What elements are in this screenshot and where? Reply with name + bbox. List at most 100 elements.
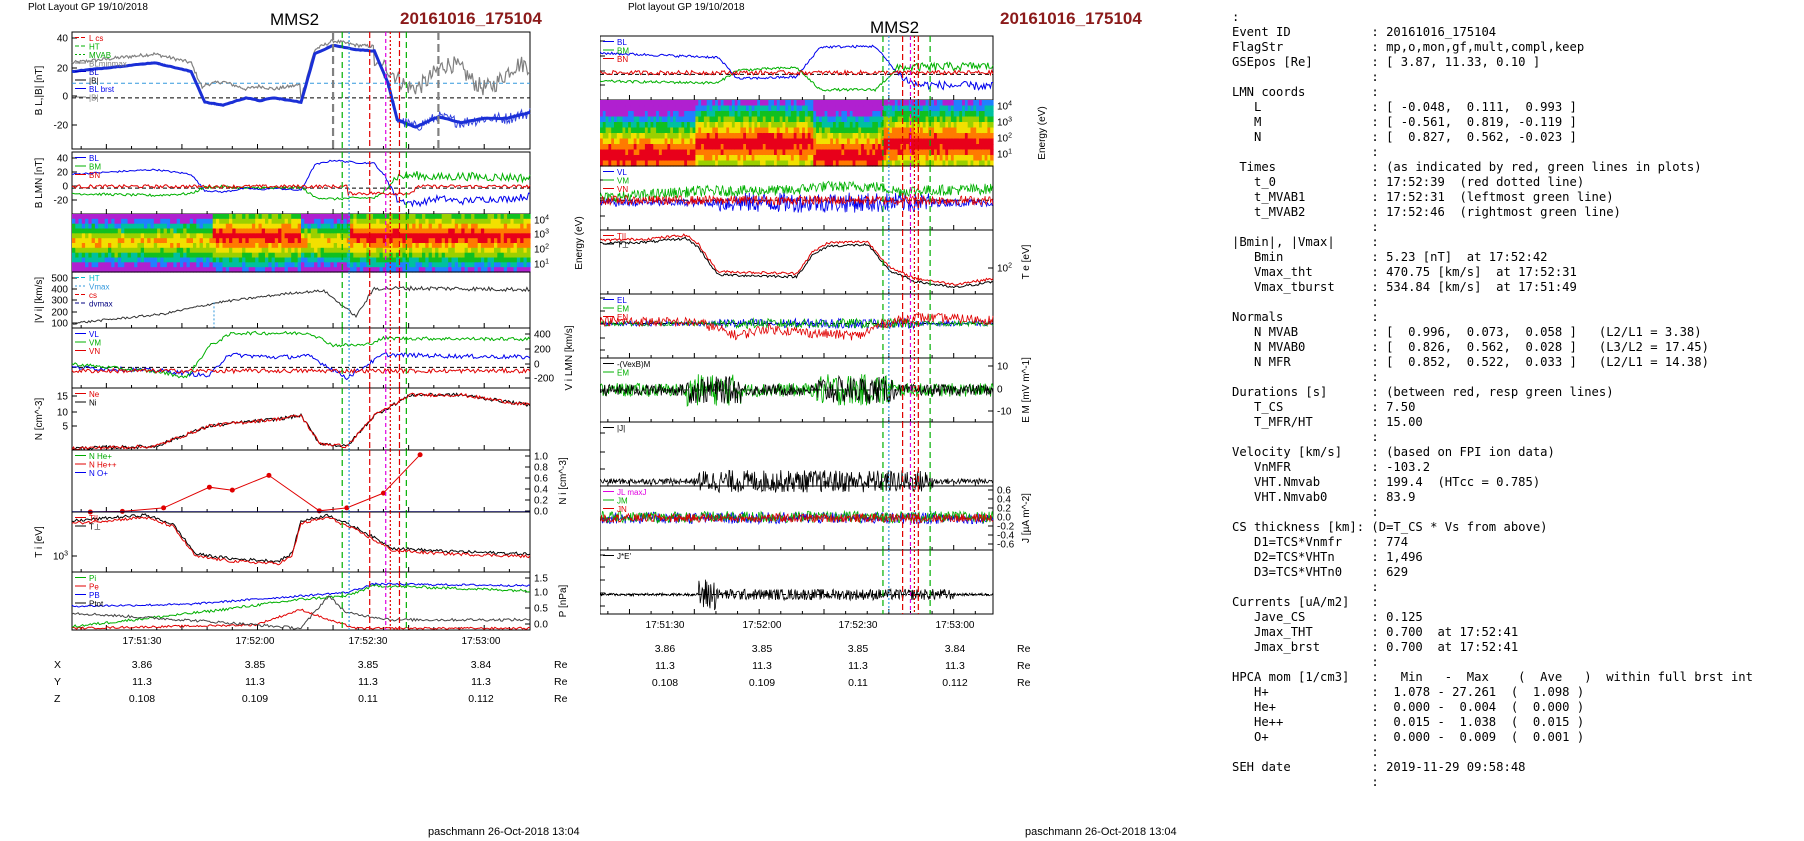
spectrogram-cell — [633, 160, 638, 167]
spectrogram-cell — [959, 122, 963, 129]
spectrogram-cell — [490, 252, 495, 259]
spectrogram-cell — [248, 238, 253, 244]
spectrogram-cell — [451, 228, 456, 234]
spectrogram-cell — [261, 223, 266, 230]
spectrogram-cell — [248, 228, 253, 234]
spectrogram-cell — [925, 133, 929, 140]
spectrogram-cell — [346, 262, 351, 268]
spectrogram-cell — [990, 160, 994, 167]
spectrogram-cell — [863, 133, 868, 140]
spectrogram-cell — [147, 228, 152, 234]
spectrogram-cell — [768, 122, 772, 129]
spectrogram-cell — [639, 149, 643, 156]
spectrogram-cell — [160, 267, 165, 273]
spectrogram-cell — [858, 116, 862, 123]
spectrogram-cell — [717, 116, 722, 123]
spectrogram-cell — [461, 267, 466, 273]
spectrogram-cell — [889, 105, 893, 112]
spectrogram-cell — [219, 223, 224, 230]
spectrogram-cell — [689, 149, 694, 156]
spectrogram-cell — [779, 133, 784, 140]
spectrogram-cell — [160, 228, 165, 234]
spectrogram-cell — [835, 138, 840, 145]
spectrogram-cell — [936, 105, 941, 112]
spectrogram-cell — [810, 127, 814, 134]
left-event-title: 20161016_175104 — [400, 9, 542, 28]
spectrogram-cell — [441, 262, 446, 268]
spectrogram-cell — [661, 116, 666, 123]
spectrogram-cell — [883, 160, 887, 167]
spectrogram-cell — [762, 127, 767, 134]
spectrogram-cell — [979, 105, 983, 112]
spectrogram-cell — [301, 238, 305, 244]
spectrogram-cell — [212, 243, 217, 249]
spectrogram-cell — [373, 243, 377, 249]
spectrogram-cell — [928, 105, 932, 112]
spectrogram-cell — [431, 243, 436, 249]
spectrogram-cell — [369, 252, 374, 259]
spectrogram-cell — [872, 127, 876, 134]
spectrogram-cell — [844, 127, 848, 134]
spectrogram-cell — [875, 111, 879, 118]
spectrogram-cell — [510, 267, 515, 273]
spectrogram-cell — [838, 160, 842, 167]
he2plus-point — [206, 484, 212, 490]
spectrogram-cell — [748, 138, 753, 145]
spectrogram-cell — [268, 257, 273, 263]
spectrogram-cell — [75, 252, 80, 259]
spectrogram-cell — [320, 228, 325, 234]
spectrogram-cell — [484, 267, 489, 273]
spectrogram-cell — [140, 214, 145, 220]
spectrogram-cell — [863, 155, 868, 162]
spectrogram-cell — [291, 267, 296, 273]
spectrogram-cell — [500, 252, 505, 259]
info-line: t_MVAB1 : 17:52:31 (leftmost green line) — [1232, 190, 1614, 204]
spectrogram-cell — [844, 133, 848, 140]
spectrogram-cell — [706, 111, 711, 118]
spectrogram-cell — [274, 228, 279, 234]
spectrogram-cell — [520, 214, 525, 220]
spectrogram-cell — [287, 267, 292, 273]
spectrogram-cell — [906, 138, 910, 145]
spectrogram-cell — [170, 238, 174, 244]
spectrogram-cell — [245, 267, 250, 273]
spectrogram-cell — [639, 144, 643, 151]
spectrogram-cell — [970, 138, 974, 145]
spectrogram-cell — [428, 247, 433, 254]
y-tick-label: 0 — [62, 182, 68, 193]
spectrogram-cell — [98, 223, 103, 230]
spectrogram-cell — [477, 243, 482, 249]
spectrogram-cell — [695, 116, 699, 123]
spectrogram-cell — [337, 233, 341, 239]
spectrogram-cell — [304, 243, 309, 249]
spectrogram-cell — [497, 243, 502, 249]
spectrogram-cell — [438, 252, 443, 259]
spectrogram-cell — [614, 100, 618, 107]
spectrogram-cell — [350, 252, 354, 259]
spectrogram-cell — [147, 257, 152, 263]
spectrogram-cell — [653, 116, 657, 123]
spectrogram-cell — [494, 243, 498, 249]
spectrogram-cell — [602, 122, 607, 129]
spectrogram-cell — [376, 243, 381, 249]
spectrogram-cell — [642, 149, 646, 156]
spectrogram-cell — [245, 233, 250, 239]
spectrogram-cell — [740, 133, 744, 140]
spectrogram-cell — [376, 252, 381, 259]
spectrogram-cell — [235, 238, 240, 244]
spectrogram-cell — [98, 238, 103, 244]
spectrogram-cell — [258, 218, 263, 225]
spectrogram-cell — [520, 247, 525, 254]
spectrogram-cell — [422, 262, 426, 268]
spectrogram-cell — [301, 247, 305, 254]
spectrogram-cell — [875, 122, 879, 129]
spectrogram-cell — [656, 149, 660, 156]
spectrogram-cell — [600, 122, 604, 129]
spectrogram-cell — [684, 138, 688, 145]
info-line: : — [1232, 220, 1379, 234]
spectrogram-cell — [333, 233, 338, 239]
spectrogram-cell — [258, 262, 263, 268]
spectrogram-cell — [222, 233, 227, 239]
spectrogram-cell — [953, 111, 958, 118]
spectrogram-cell — [709, 116, 713, 123]
